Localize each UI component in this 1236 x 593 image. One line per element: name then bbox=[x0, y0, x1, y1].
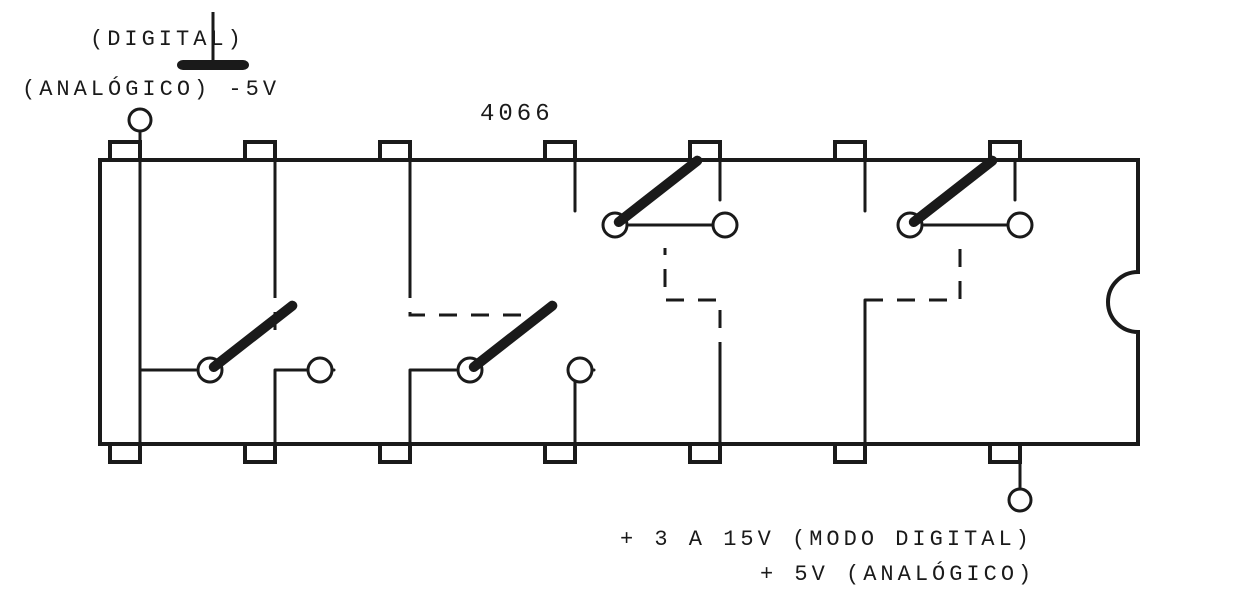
pin-bottom-4 bbox=[545, 444, 575, 462]
label-analog_bot: + 5V (ANALÓGICO) bbox=[760, 561, 1035, 587]
label-part_number: 4066 bbox=[480, 101, 554, 128]
ic-body bbox=[100, 160, 1138, 444]
pin-bottom-1 bbox=[110, 444, 140, 462]
pin-top-3 bbox=[380, 142, 410, 160]
terminal-2 bbox=[1009, 489, 1031, 511]
label-analog_top: (ANALÓGICO) -5V bbox=[22, 76, 280, 102]
label-digital_bot: + 3 A 15V (MODO DIGITAL) bbox=[620, 527, 1033, 552]
pin-bottom-2 bbox=[245, 444, 275, 462]
pin-bottom-3 bbox=[380, 444, 410, 462]
pin-bottom-6 bbox=[835, 444, 865, 462]
terminal-1 bbox=[129, 109, 151, 131]
switch-4-contact-b bbox=[1008, 213, 1032, 237]
switch-1-contact-b bbox=[308, 358, 332, 382]
pin-bottom-7 bbox=[990, 444, 1020, 462]
switch-2-contact-b bbox=[568, 358, 592, 382]
pin-top-6 bbox=[835, 142, 865, 160]
pin-top-2 bbox=[245, 142, 275, 160]
pin-top-4 bbox=[545, 142, 575, 160]
ground-bar bbox=[177, 60, 249, 70]
switch-3-contact-b bbox=[713, 213, 737, 237]
label-digital_top: (DIGITAL) bbox=[90, 27, 245, 52]
pin-bottom-5 bbox=[690, 444, 720, 462]
pin-top-1 bbox=[110, 142, 140, 160]
